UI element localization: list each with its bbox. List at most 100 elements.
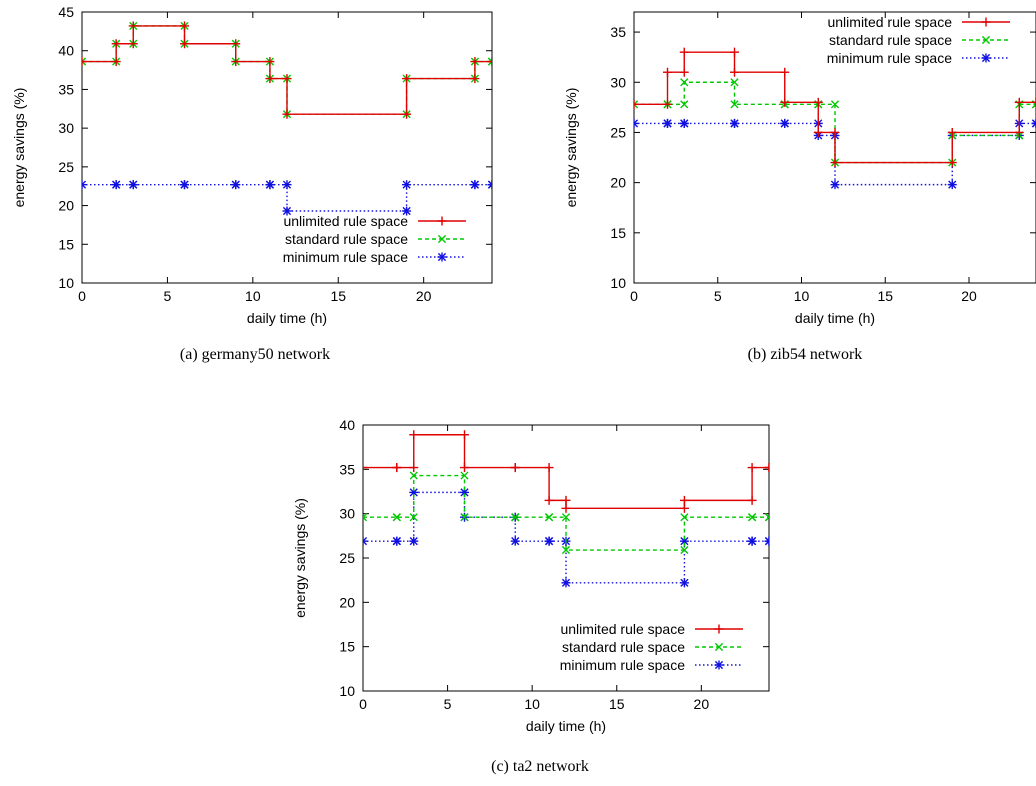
caption-zib54: (b) zib54 network [747,346,863,363]
y-tick-label: 15 [58,236,74,252]
data-point [128,21,138,31]
data-point [111,57,121,67]
data-point [460,430,469,440]
data-point [363,463,368,473]
data-point [730,100,739,109]
y-tick-label: 25 [610,124,626,140]
y-tick-label: 20 [339,594,355,610]
data-point [487,57,492,67]
x-tick-label: 20 [694,696,710,712]
data-point [402,206,412,216]
data-point [409,536,419,546]
legend-marker [437,216,447,226]
series-0 [634,47,1036,168]
data-point [813,97,823,107]
chart-ta2: 0 5 10 15 20 10 15 20 25 30 35 40 daily time (h) ener… [270,400,790,752]
data-point [634,100,639,109]
data-point [231,57,241,67]
y-tick-label: 40 [58,43,74,59]
y-axis-label: energy savings (%) [11,88,27,208]
data-point [730,67,739,77]
data-point [511,513,520,522]
x-axis-label: daily time (h) [526,718,606,734]
series-line [634,81,1036,164]
data-point [663,99,672,109]
legend-marker [437,234,447,244]
data-point [180,39,189,49]
data-point [510,536,520,546]
legend: unlimited rule space standard rule space m… [827,14,1010,66]
data-point [634,99,639,109]
data-point [82,57,87,66]
x-tick-label: 15 [609,696,625,712]
data-point [830,180,840,190]
legend: unlimited rule space standard rule space m… [560,621,743,673]
data-point [680,78,689,87]
x-tick-label: 15 [877,288,893,304]
data-point [634,118,639,128]
data-point [409,463,419,473]
data-point [1014,127,1024,137]
data-point [764,463,769,473]
data-point [561,545,571,555]
legend-label: standard rule space [829,32,952,48]
data-point [231,39,241,49]
data-point [82,180,87,190]
data-point [764,513,769,522]
data-point [282,206,292,216]
data-point [470,180,480,190]
y-tick-label: 45 [58,4,74,20]
chart-germany50-plot: 0 5 10 15 20 10 15 20 25 30 35 40 45 daily time (h) en… [11,4,493,326]
data-point [470,57,480,67]
series-1 [363,471,769,555]
data-point [830,100,840,109]
data-point [363,536,368,546]
data-point [402,109,412,119]
chart-germany50: 0 5 10 15 20 10 15 20 25 30 35 40 45 daily time (h) en… [0,0,520,340]
series-1 [634,78,1036,167]
data-point [544,536,554,546]
data-point [460,513,469,522]
y-tick-label: 25 [339,550,355,566]
data-point [128,39,138,49]
data-point [561,513,571,522]
data-point [561,503,571,513]
data-point [679,118,689,128]
series-line [363,491,769,584]
data-point [780,118,790,128]
data-point [111,180,121,190]
data-point [282,180,292,190]
x-tick-label: 15 [330,288,346,304]
data-point [392,463,402,473]
data-point [487,57,492,66]
data-point [544,513,554,522]
x-tick-label: 20 [961,288,977,304]
data-point [111,39,121,49]
x-tick-label: 20 [416,288,432,304]
plot-frame [81,11,493,284]
legend-label: unlimited rule space [283,213,408,229]
legend-label: minimum rule space [560,657,685,673]
data-point [680,513,689,522]
series-line [363,434,769,510]
data-point [830,158,840,168]
data-point [282,109,292,119]
x-tick-label: 0 [630,288,638,304]
series-line [363,474,769,551]
data-point [392,536,402,546]
data-point [510,463,520,473]
data-point [730,47,739,57]
data-point [780,67,790,77]
series-line [634,122,1036,186]
legend-label: minimum rule space [827,50,952,66]
data-point [470,74,480,84]
data-point [679,67,689,77]
data-point [679,503,689,513]
y-tick-label: 40 [339,417,355,433]
data-point [764,536,769,546]
legend-marker [981,17,991,27]
y-tick-label: 30 [339,506,355,522]
x-tick-label: 5 [164,288,172,304]
plot-frame [633,11,1036,284]
y-tick-label: 35 [58,81,74,97]
